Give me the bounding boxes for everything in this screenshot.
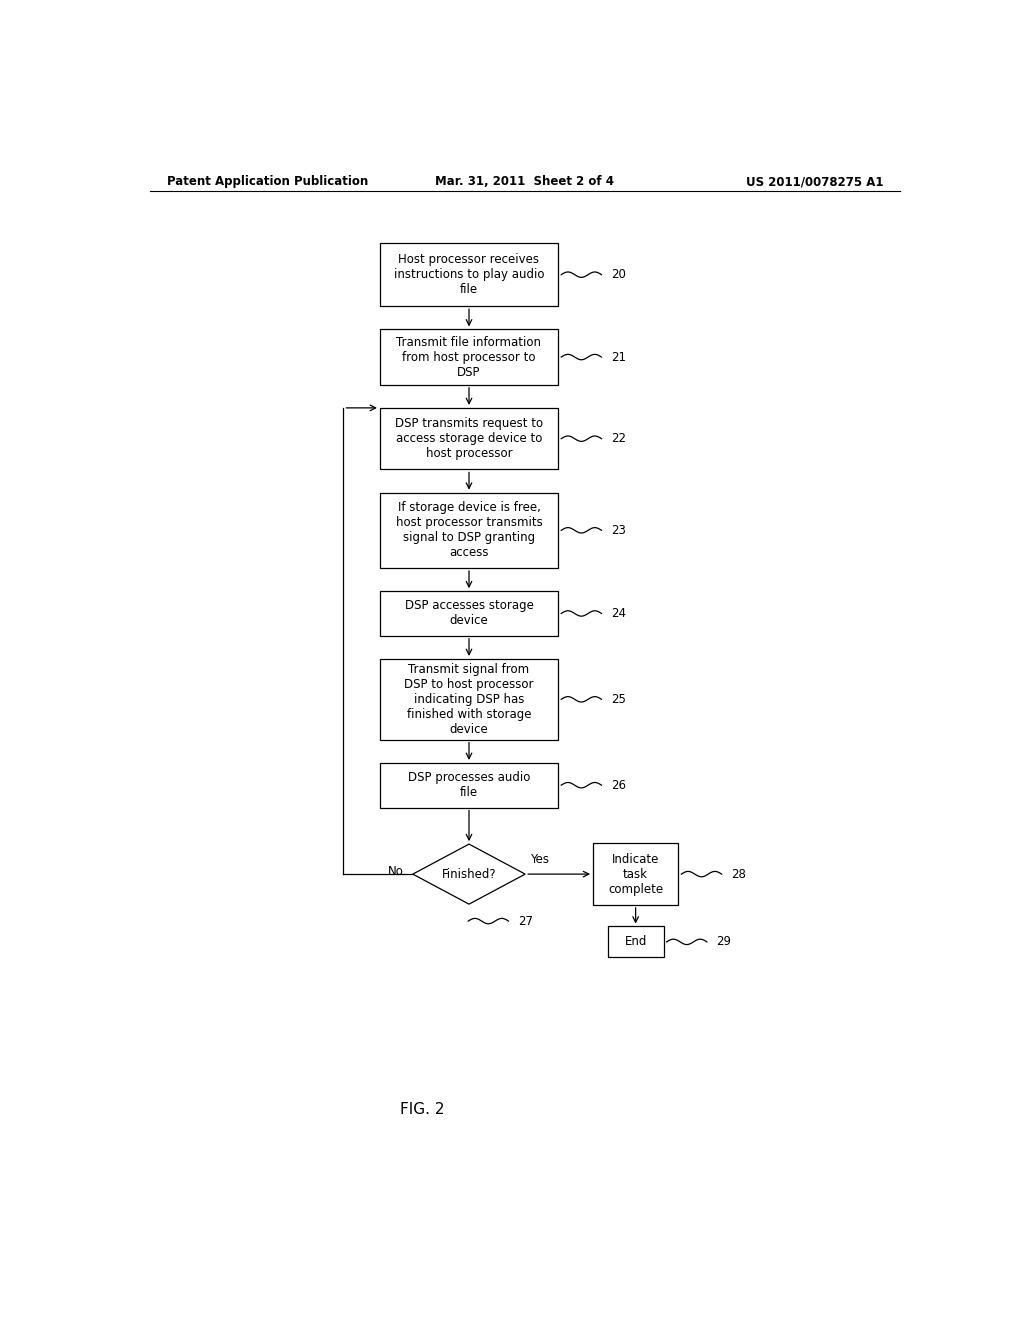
Text: Mar. 31, 2011  Sheet 2 of 4: Mar. 31, 2011 Sheet 2 of 4: [435, 176, 614, 189]
Text: DSP transmits request to
access storage device to
host processor: DSP transmits request to access storage …: [395, 417, 543, 461]
Text: Indicate
task
complete: Indicate task complete: [608, 853, 664, 895]
Text: 29: 29: [716, 936, 731, 948]
FancyBboxPatch shape: [380, 591, 558, 636]
FancyBboxPatch shape: [380, 659, 558, 739]
FancyBboxPatch shape: [380, 408, 558, 470]
Text: 24: 24: [611, 607, 626, 620]
Text: 23: 23: [611, 524, 626, 537]
Text: 25: 25: [611, 693, 626, 706]
Text: No: No: [388, 865, 403, 878]
Text: 27: 27: [518, 915, 532, 928]
FancyBboxPatch shape: [593, 843, 678, 906]
FancyBboxPatch shape: [380, 492, 558, 568]
Text: DSP processes audio
file: DSP processes audio file: [408, 771, 530, 799]
Text: If storage device is free,
host processor transmits
signal to DSP granting
acces: If storage device is free, host processo…: [395, 502, 543, 560]
Text: 22: 22: [611, 432, 626, 445]
Text: 21: 21: [611, 351, 626, 363]
FancyBboxPatch shape: [607, 927, 664, 957]
FancyBboxPatch shape: [380, 763, 558, 808]
Text: 20: 20: [611, 268, 626, 281]
Text: 28: 28: [731, 867, 745, 880]
FancyBboxPatch shape: [380, 329, 558, 385]
Text: Transmit signal from
DSP to host processor
indicating DSP has
finished with stor: Transmit signal from DSP to host process…: [404, 663, 534, 735]
Text: Transmit file information
from host processor to
DSP: Transmit file information from host proc…: [396, 335, 542, 379]
Text: 26: 26: [611, 779, 626, 792]
Text: DSP accesses storage
device: DSP accesses storage device: [404, 599, 534, 627]
Text: US 2011/0078275 A1: US 2011/0078275 A1: [746, 176, 884, 189]
Text: Patent Application Publication: Patent Application Publication: [167, 176, 368, 189]
Text: End: End: [625, 936, 647, 948]
Text: Host processor receives
instructions to play audio
file: Host processor receives instructions to …: [394, 253, 544, 296]
Polygon shape: [413, 843, 525, 904]
Text: Finished?: Finished?: [441, 867, 497, 880]
Text: Yes: Yes: [529, 854, 549, 866]
Text: FIG. 2: FIG. 2: [400, 1102, 444, 1117]
FancyBboxPatch shape: [380, 243, 558, 306]
